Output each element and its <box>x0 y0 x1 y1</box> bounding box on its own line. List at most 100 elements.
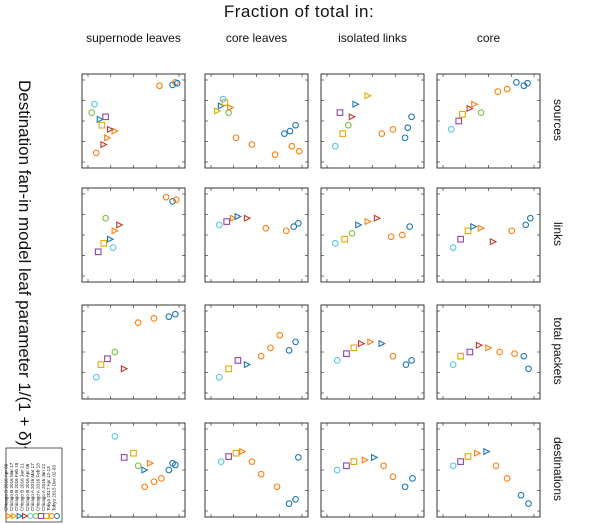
data-point <box>215 221 223 229</box>
data-point <box>371 453 379 462</box>
data-point <box>120 454 128 461</box>
data-point <box>389 473 397 481</box>
data-point <box>111 227 119 235</box>
data-point <box>459 110 466 118</box>
data-point <box>97 361 105 368</box>
data-point <box>525 500 532 507</box>
data-point <box>339 130 347 137</box>
column-label: isolated links <box>338 31 407 45</box>
panel-frame <box>81 422 186 518</box>
data-point <box>243 214 252 222</box>
data-point <box>449 244 457 251</box>
scatter-panel <box>204 187 309 283</box>
scatter-panel <box>81 73 186 169</box>
data-point <box>150 315 158 322</box>
data-point <box>169 198 176 205</box>
data-point <box>522 221 530 229</box>
data-point <box>477 109 485 116</box>
data-point <box>106 125 115 134</box>
panel-frame <box>204 187 309 283</box>
data-point <box>234 212 242 221</box>
data-point <box>380 462 388 470</box>
data-point <box>464 227 472 235</box>
scatter-panel <box>204 422 309 518</box>
data-point <box>343 350 350 358</box>
scatter-panel <box>204 73 309 169</box>
panel-frame <box>436 187 541 283</box>
legend-label: Chicago A 2016 Jan 21 <box>41 463 46 511</box>
data-point <box>225 365 232 373</box>
panel-frame <box>204 422 309 518</box>
data-point <box>111 127 119 135</box>
data-point <box>229 214 238 222</box>
panel-frame <box>436 304 541 400</box>
data-point <box>524 79 531 87</box>
data-point <box>473 449 482 457</box>
column-label: supernode leaves <box>86 31 181 45</box>
panel-frame <box>320 73 425 169</box>
data-point <box>172 310 179 318</box>
data-point <box>88 109 95 116</box>
data-point <box>447 126 455 133</box>
data-point <box>401 134 409 142</box>
data-point <box>243 360 252 369</box>
data-point <box>130 449 137 457</box>
data-point <box>134 319 142 326</box>
data-point <box>276 331 284 339</box>
panel-frame <box>204 304 309 400</box>
data-point <box>217 458 225 465</box>
scatter-panel <box>436 422 541 518</box>
scatter-panel <box>320 187 425 283</box>
data-point <box>331 240 339 247</box>
data-point <box>398 231 406 239</box>
data-point <box>492 462 500 470</box>
data-point <box>221 99 229 106</box>
legend-label: Chicago A 2016 Feb 18 <box>36 463 41 511</box>
data-point <box>464 453 472 460</box>
legend-label: Tokyo 2015 Dec 02-03 <box>52 465 57 511</box>
data-point <box>352 100 360 108</box>
data-point <box>232 134 240 142</box>
data-point <box>485 344 493 352</box>
data-point <box>457 235 464 243</box>
data-point <box>470 222 478 231</box>
data-point <box>100 240 108 247</box>
data-point <box>156 82 163 90</box>
data-point <box>503 85 511 93</box>
data-point <box>357 339 366 348</box>
data-point <box>350 458 358 465</box>
data-point <box>96 115 105 124</box>
data-point <box>232 449 240 457</box>
data-point <box>343 462 350 470</box>
data-point <box>104 134 112 142</box>
data-point <box>91 100 98 108</box>
legend-label: Tokyo 2017 Apr 12-13 <box>46 466 51 511</box>
data-point <box>98 121 106 129</box>
data-point <box>378 130 386 137</box>
data-point <box>239 447 247 456</box>
data-point <box>508 227 516 235</box>
legend-marker <box>5 512 13 520</box>
data-point <box>404 124 412 132</box>
data-point <box>215 373 223 381</box>
panel-frame <box>320 187 425 283</box>
data-point <box>449 462 457 470</box>
data-point <box>483 447 491 456</box>
data-point <box>173 79 181 87</box>
scatter-panel <box>320 422 425 518</box>
data-point <box>262 224 270 232</box>
legend-label: Chicago B 2016 Jan 21 <box>20 463 25 511</box>
data-point <box>367 338 375 346</box>
panel-frame <box>320 422 425 518</box>
panel-frame <box>81 304 186 400</box>
data-point <box>373 214 382 222</box>
data-point <box>281 130 288 137</box>
data-point <box>389 352 397 360</box>
data-point <box>402 361 410 368</box>
data-point <box>102 214 109 222</box>
data-point <box>111 348 119 356</box>
data-point <box>341 235 348 243</box>
data-point <box>513 79 520 86</box>
